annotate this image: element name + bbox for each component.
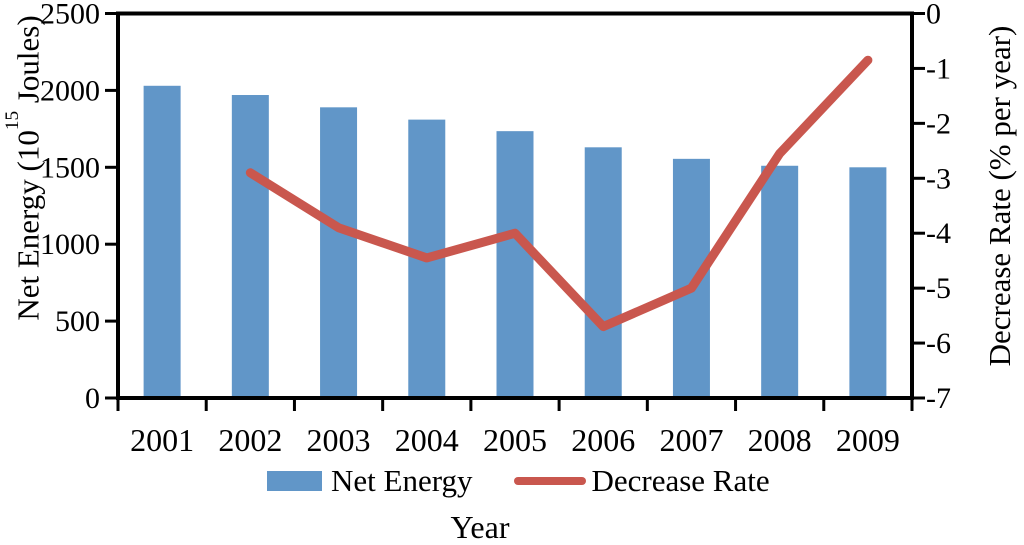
right-axis-title: Decrease Rate (% per year) [982, 25, 1017, 367]
bar-2003 [320, 107, 358, 399]
x-tick-label-2003: 2003 [307, 422, 371, 458]
decrease-rate-line [245, 55, 873, 332]
left-axis-title-prefix: Net Energy (10 [10, 130, 46, 321]
y-left-tick-label: 2500 [40, 0, 100, 31]
y-left-tick-label: 2000 [40, 74, 100, 107]
x-axis-title: Year [450, 509, 510, 545]
bar-2002 [231, 95, 269, 398]
y-right-tick-label: 0 [926, 0, 941, 31]
y-right-tick-label: -3 [926, 162, 951, 195]
y-right-tick-label: -6 [926, 327, 951, 360]
left-axis-title-suffix: Joules) [10, 15, 46, 111]
net-energy-swatch-icon [267, 471, 322, 491]
x-tick-label-2005: 2005 [483, 422, 547, 458]
y-left-tick-label: 0 [85, 382, 100, 415]
legend-item-net-energy: Net Energy [267, 463, 472, 499]
legend-label-net-energy: Net Energy [331, 463, 473, 498]
plot-border [116, 11, 914, 400]
bar-2007 [672, 158, 710, 398]
legend-item-decrease-rate: Decrease Rate [514, 463, 770, 499]
y-right-tick-label: -7 [926, 382, 951, 415]
legend: Net Energy Decrease Rate [267, 462, 770, 500]
bar-2008 [761, 165, 799, 398]
x-tick-label-2008: 2008 [748, 422, 812, 458]
y-right-tick-label: -4 [926, 217, 951, 250]
y-right-tick-label: -5 [926, 272, 951, 305]
y-right-tick-label: -1 [926, 52, 951, 85]
decrease-rate-swatch-icon [514, 477, 587, 485]
x-tick-label-2009: 2009 [836, 422, 900, 458]
y-left-tick-label: 1000 [40, 228, 100, 261]
y-left-tick-label: 500 [55, 305, 100, 338]
left-axis-title: Net Energy (1015 Joules) [0, 0, 46, 368]
x-tick-label-2004: 2004 [395, 422, 459, 458]
bar-2009 [849, 167, 887, 398]
x-tick-label-2001: 2001 [130, 422, 194, 458]
bar-2005 [496, 131, 534, 399]
bar-2001 [143, 85, 181, 398]
legend-label-decrease-rate: Decrease Rate [591, 463, 770, 498]
x-tick-label-2007: 2007 [659, 422, 723, 458]
y-left-tick-label: 1500 [40, 151, 100, 184]
y-right-tick-label: -2 [926, 107, 951, 140]
left-axis-title-superscript: 15 [1, 110, 23, 131]
x-tick-label-2002: 2002 [218, 422, 282, 458]
x-tick-label-2006: 2006 [571, 422, 635, 458]
bar-2006 [584, 147, 622, 398]
